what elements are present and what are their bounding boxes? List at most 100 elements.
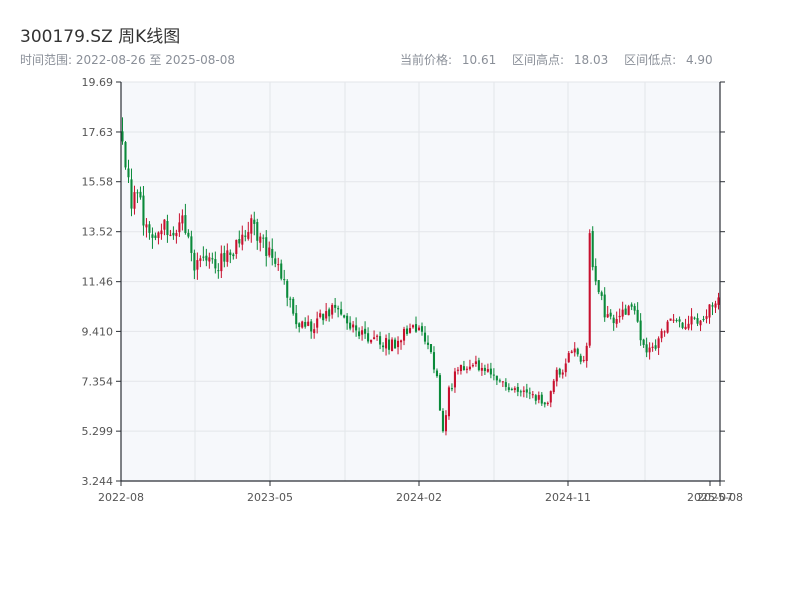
candle-body (337, 308, 340, 310)
candle (307, 315, 310, 327)
candle (669, 318, 672, 321)
candle (193, 249, 196, 280)
candle-body (235, 239, 238, 254)
candle (579, 353, 582, 365)
candle (618, 308, 621, 323)
candle-body (145, 224, 148, 228)
candle (540, 392, 543, 406)
candle-body (663, 331, 666, 333)
candle (528, 387, 531, 400)
candle-body (190, 236, 193, 253)
candle (420, 322, 424, 336)
candle-body (127, 168, 130, 178)
candle-body (552, 380, 555, 393)
candle (477, 357, 480, 372)
candle-body (546, 402, 549, 405)
candle-body (717, 297, 720, 305)
candle (298, 322, 301, 333)
candle (546, 401, 549, 406)
candle-body (399, 340, 403, 343)
candle (657, 336, 660, 355)
candle-body (513, 388, 516, 390)
candle (621, 301, 624, 320)
candle-body (408, 328, 412, 333)
candle-body (501, 381, 504, 383)
candle-body (133, 192, 136, 209)
candle-body (714, 303, 717, 308)
candle-body (268, 247, 271, 256)
candle (355, 317, 358, 337)
candle (130, 168, 133, 217)
candle-body (426, 342, 430, 345)
candle (444, 410, 448, 436)
candle (286, 279, 289, 307)
candle-body (624, 308, 627, 315)
candle (370, 339, 373, 344)
candle-body (157, 232, 160, 238)
candle-body (217, 270, 220, 272)
candle (295, 305, 298, 329)
x-tick-label: 2025-08 (697, 491, 743, 504)
candle-body (429, 344, 433, 353)
candle-body (576, 348, 579, 355)
date-range-label: 时间范围: (20, 53, 76, 67)
candle (358, 327, 361, 340)
candle (301, 320, 304, 329)
candle-body (435, 370, 439, 377)
candle-body (642, 339, 645, 345)
candle (531, 390, 534, 399)
candle-body (313, 329, 316, 334)
candle-body (423, 332, 427, 342)
candle (447, 385, 451, 420)
candle (408, 323, 412, 334)
candle-body (187, 232, 190, 237)
candle (376, 334, 379, 341)
candle (262, 234, 265, 248)
candle (507, 383, 510, 393)
candle-body (669, 318, 672, 321)
candle-body (504, 382, 507, 387)
candle-body (645, 344, 648, 353)
candle-body (621, 309, 624, 317)
candle-body (181, 215, 184, 224)
y-tick-label: 15.58 (82, 176, 114, 189)
candle-body (379, 336, 382, 345)
candle (328, 307, 331, 322)
candle (537, 391, 540, 404)
candle (468, 359, 471, 371)
candle (615, 311, 618, 328)
candle (624, 304, 627, 315)
candle (274, 251, 277, 268)
date-range-start: 2022-08-26 (75, 53, 146, 67)
candle (609, 309, 612, 320)
candle-body (456, 369, 459, 371)
candle-body (414, 324, 418, 332)
candle (702, 315, 705, 322)
candle (510, 387, 513, 391)
candle (696, 313, 699, 327)
candle-body (208, 257, 211, 262)
candle (283, 269, 286, 285)
candle (340, 301, 343, 316)
candle-body (591, 231, 594, 268)
candle (450, 383, 453, 392)
candle-body (340, 309, 343, 315)
candle (124, 140, 127, 170)
candle-body (402, 328, 406, 341)
candle (390, 337, 394, 352)
range-high-label: 区间高点: (512, 53, 568, 67)
candle (459, 364, 462, 375)
candle (145, 218, 148, 238)
candle-body (262, 237, 265, 239)
candle (411, 324, 415, 329)
candle (142, 186, 145, 236)
candle-body (438, 375, 442, 411)
candle-body (352, 324, 355, 328)
candle-body (376, 335, 379, 337)
candle-body (253, 219, 256, 224)
candle-body (420, 326, 424, 332)
y-tick-label: 13.52 (82, 226, 114, 239)
candle-body (184, 215, 187, 233)
candle-body (373, 337, 376, 340)
candle-body (528, 392, 531, 394)
